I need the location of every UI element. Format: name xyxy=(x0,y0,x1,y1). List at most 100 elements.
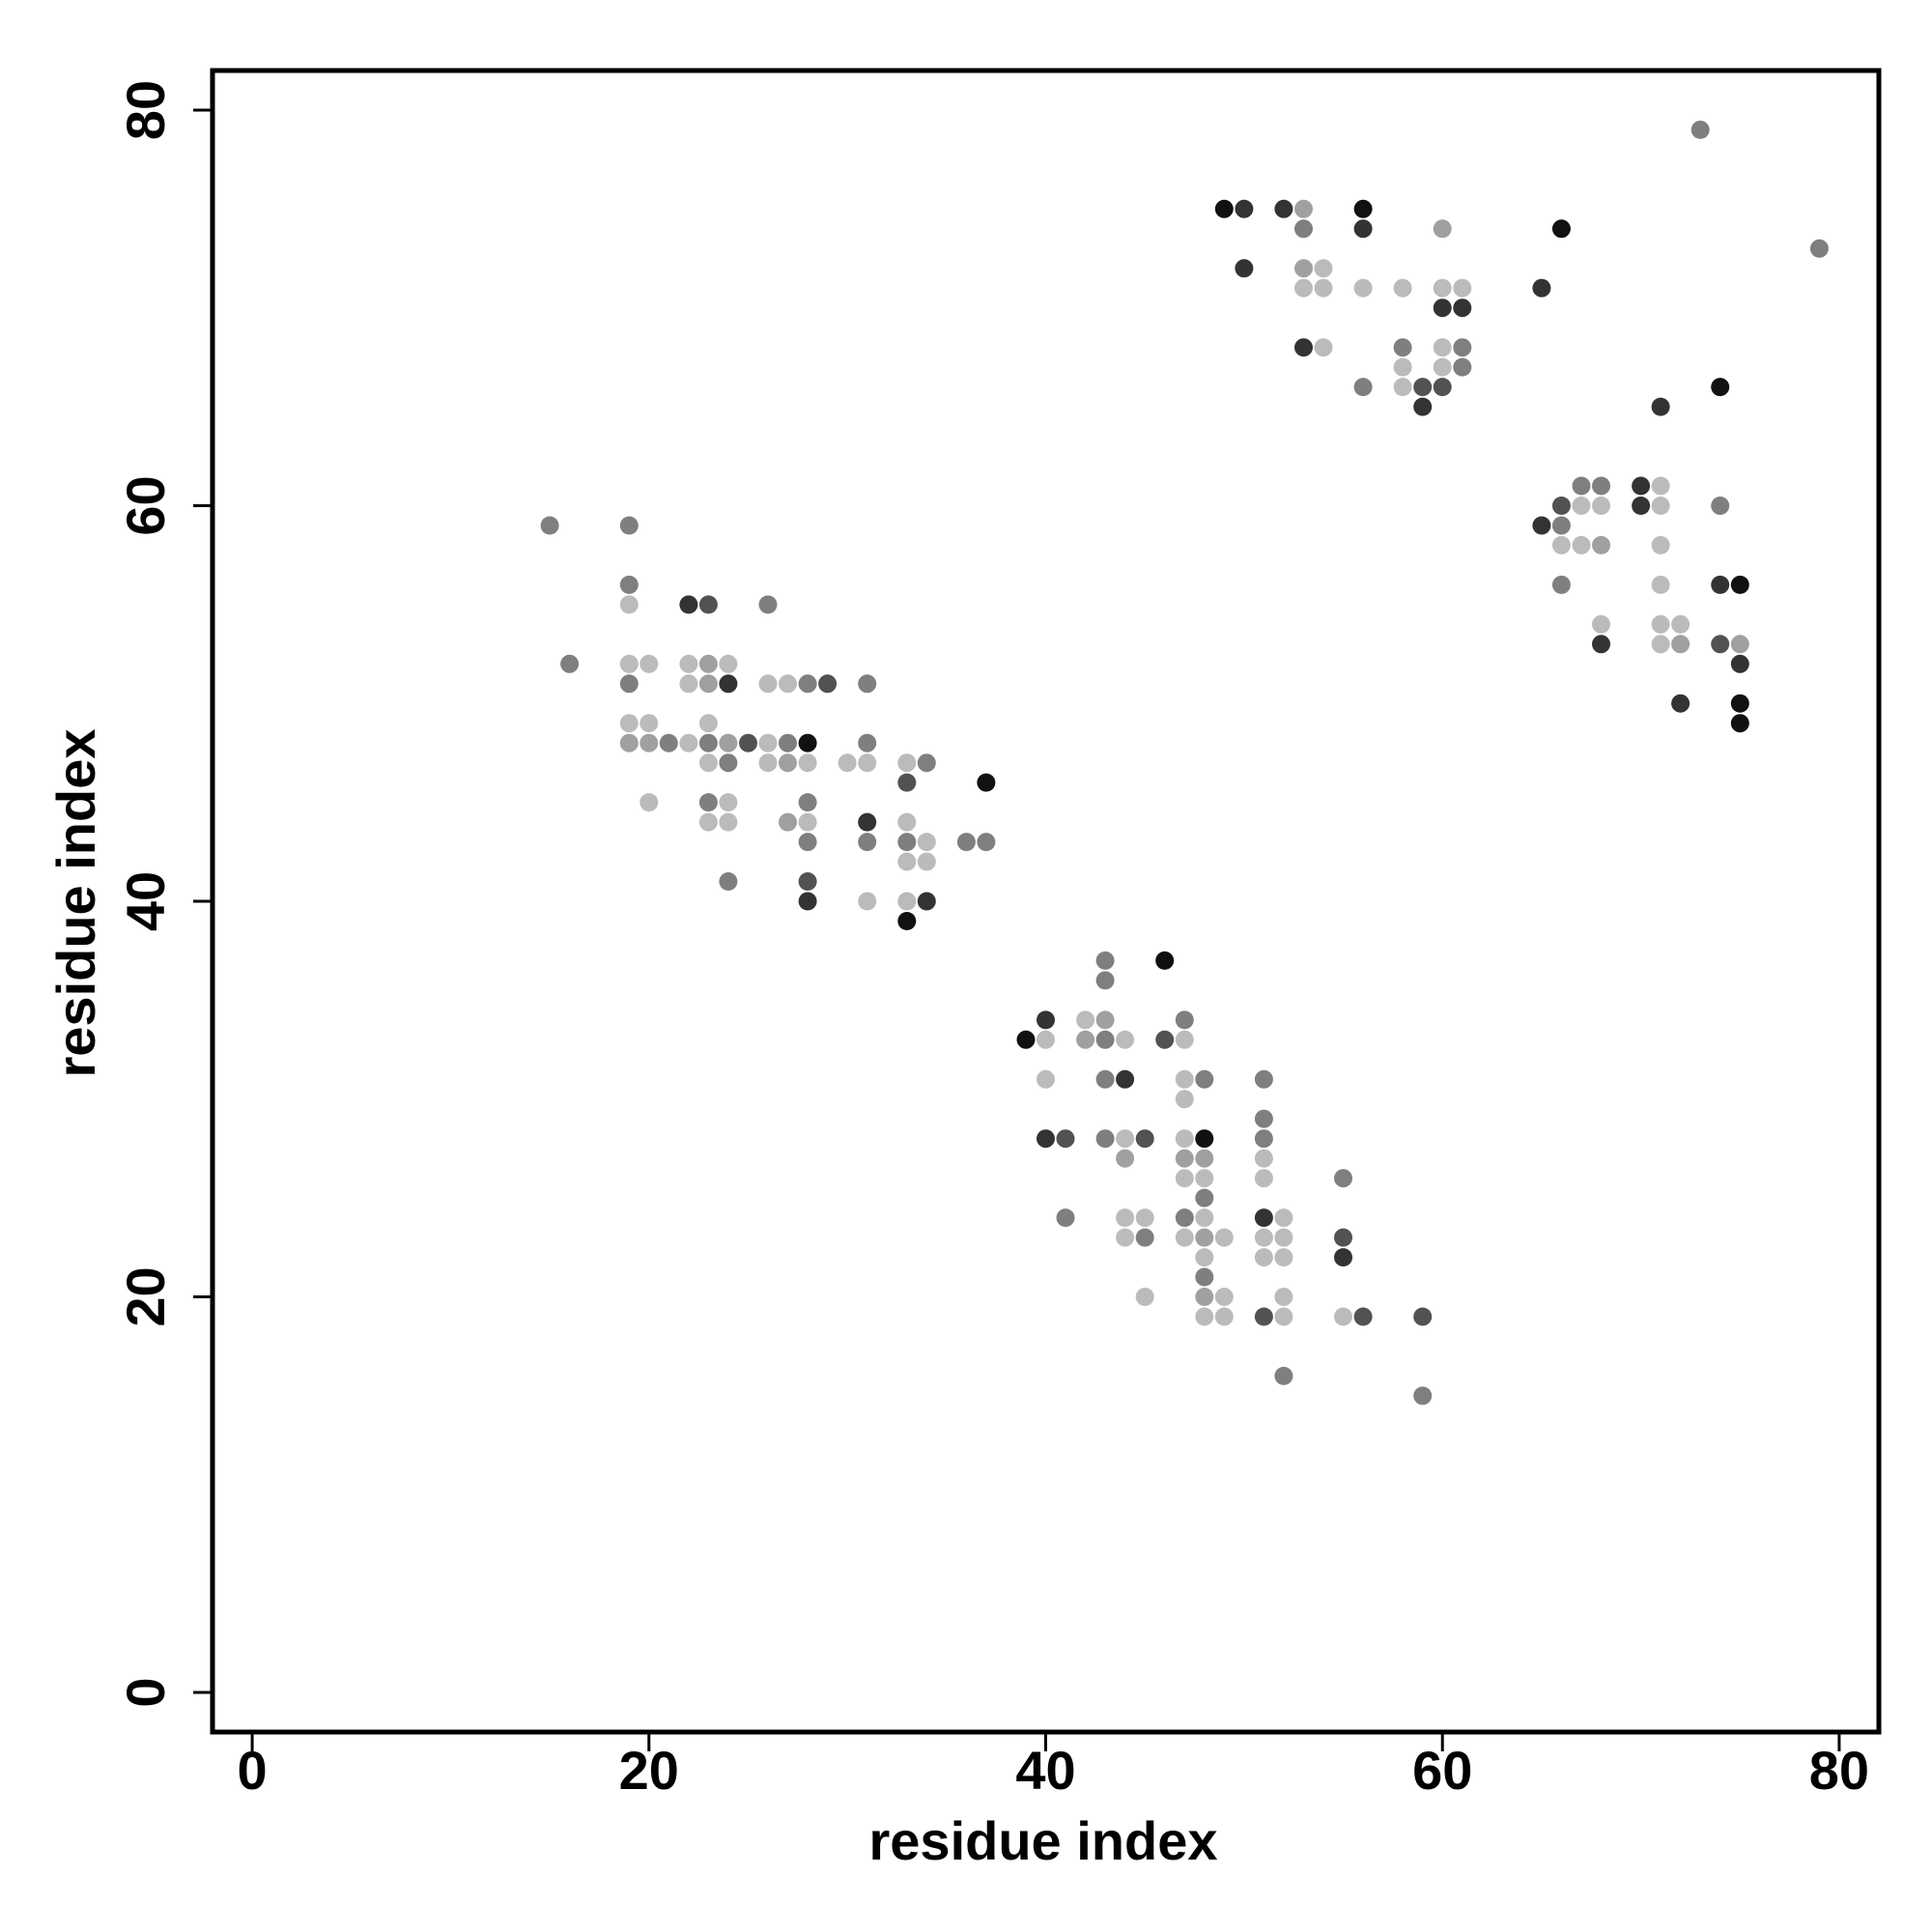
data-point xyxy=(1393,278,1412,298)
data-point xyxy=(1393,357,1412,377)
data-point xyxy=(1711,378,1730,397)
data-point xyxy=(858,892,877,911)
data-point xyxy=(1254,1069,1273,1089)
data-point xyxy=(1095,971,1115,990)
data-point xyxy=(1155,1030,1175,1049)
data-point xyxy=(719,812,738,832)
data-point xyxy=(1572,476,1591,496)
data-point xyxy=(1592,476,1610,496)
data-point xyxy=(1235,259,1254,278)
data-point xyxy=(619,516,639,535)
data-point xyxy=(619,674,639,694)
data-point xyxy=(1274,1248,1293,1267)
data-point xyxy=(779,674,797,694)
x-tick-label: 20 xyxy=(619,1740,679,1801)
data-point xyxy=(1037,1129,1055,1149)
data-point xyxy=(1294,338,1313,357)
data-point xyxy=(1214,1307,1234,1326)
x-tick-label: 60 xyxy=(1412,1740,1472,1801)
data-point xyxy=(639,714,659,733)
data-point xyxy=(1433,298,1452,318)
data-point xyxy=(1076,1010,1095,1030)
data-point xyxy=(1195,1267,1214,1287)
data-point xyxy=(719,872,738,891)
data-point xyxy=(1651,635,1670,654)
data-point xyxy=(1551,219,1571,239)
data-point xyxy=(1076,1030,1095,1049)
data-point xyxy=(897,912,917,930)
data-point xyxy=(1195,1208,1214,1228)
data-point xyxy=(838,753,857,773)
data-point xyxy=(1592,614,1610,634)
data-point xyxy=(1314,278,1333,298)
data-point xyxy=(1551,516,1571,535)
data-point xyxy=(779,753,797,773)
data-point xyxy=(758,733,778,753)
data-point xyxy=(897,833,917,852)
y-tick-label: 40 xyxy=(115,871,176,931)
data-point xyxy=(1116,1228,1135,1247)
data-point xyxy=(679,654,698,673)
data-point xyxy=(858,733,877,753)
data-point xyxy=(1155,951,1175,970)
data-point xyxy=(1651,497,1670,515)
data-point xyxy=(1690,120,1710,139)
data-point xyxy=(897,812,917,832)
data-point xyxy=(858,812,877,832)
data-point xyxy=(1334,1228,1352,1247)
data-point xyxy=(798,812,817,832)
data-point xyxy=(619,714,639,733)
data-point xyxy=(1413,378,1433,397)
data-point xyxy=(917,833,936,852)
data-point xyxy=(1135,1208,1154,1228)
data-point xyxy=(1195,1069,1214,1089)
data-point xyxy=(1195,1288,1214,1306)
data-point xyxy=(1433,219,1452,239)
data-point xyxy=(1730,575,1749,594)
data-point xyxy=(1294,219,1313,239)
data-point xyxy=(798,753,817,773)
data-point xyxy=(1056,1208,1075,1228)
data-point xyxy=(1254,1149,1273,1168)
data-point xyxy=(1551,497,1571,515)
data-point xyxy=(1135,1228,1154,1247)
data-point xyxy=(1294,259,1313,278)
data-point xyxy=(1254,1169,1273,1188)
data-point xyxy=(659,733,678,753)
data-point xyxy=(1393,338,1412,357)
data-point xyxy=(1671,635,1690,654)
data-point xyxy=(1116,1069,1135,1089)
data-point xyxy=(1056,1129,1075,1149)
data-point xyxy=(698,674,718,694)
data-point xyxy=(1175,1090,1194,1109)
data-point xyxy=(1730,714,1749,733)
data-point xyxy=(1274,199,1293,218)
data-point xyxy=(977,833,996,852)
data-point xyxy=(1095,1069,1115,1089)
data-point xyxy=(679,733,698,753)
data-point xyxy=(1254,1129,1273,1149)
data-point xyxy=(758,595,778,614)
data-point xyxy=(1274,1288,1293,1306)
data-point xyxy=(1195,1188,1214,1208)
x-tick-label: 0 xyxy=(237,1740,267,1801)
data-point xyxy=(540,516,559,535)
data-point xyxy=(1037,1030,1055,1049)
data-point xyxy=(1195,1248,1214,1267)
data-point xyxy=(1175,1030,1194,1049)
data-point xyxy=(1214,1228,1234,1247)
data-point xyxy=(1314,259,1333,278)
data-point xyxy=(1651,397,1670,416)
data-point xyxy=(798,793,817,812)
data-point xyxy=(1195,1307,1214,1326)
data-point xyxy=(1353,378,1373,397)
y-axis: 0 20 40 60 80 xyxy=(115,80,213,1708)
data-point xyxy=(1254,1248,1273,1267)
data-point xyxy=(1274,1307,1293,1326)
y-tick-label: 60 xyxy=(115,475,176,535)
data-point xyxy=(956,833,976,852)
data-point xyxy=(1274,1228,1293,1247)
data-point xyxy=(1592,497,1610,515)
data-point xyxy=(1730,635,1749,654)
data-point xyxy=(1116,1030,1135,1049)
